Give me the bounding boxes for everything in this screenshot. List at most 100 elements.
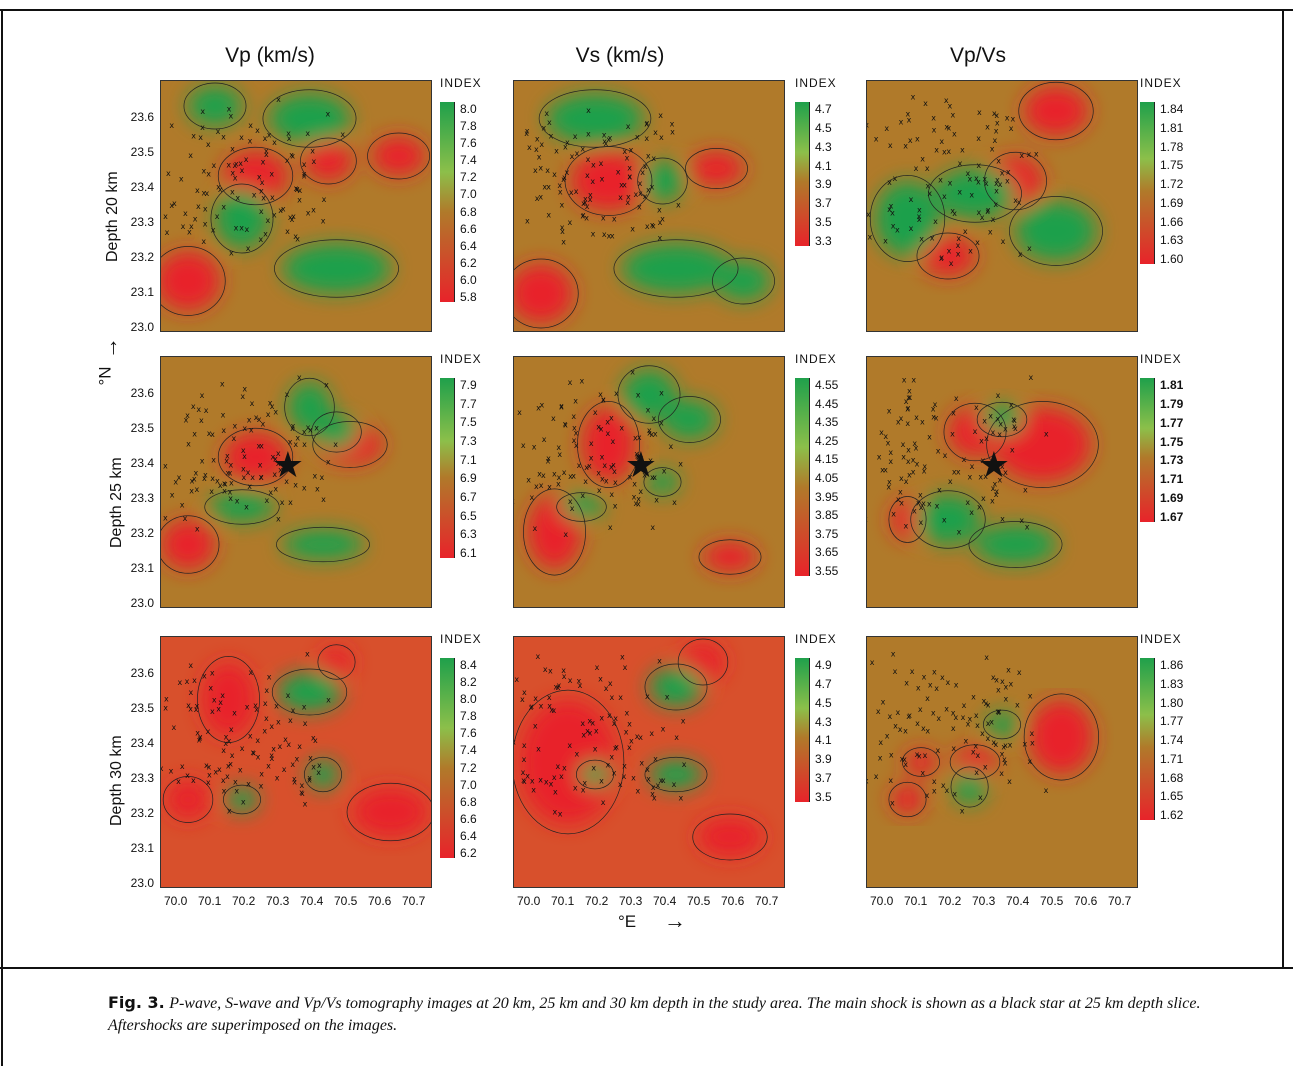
aftershock-marker: x	[901, 440, 906, 449]
colorbar-tick-label: 4.3	[815, 139, 832, 154]
aftershock-marker: x	[868, 233, 873, 242]
aftershock-marker: x	[994, 490, 999, 499]
aftershock-marker: x	[302, 427, 307, 436]
aftershock-marker: x	[918, 490, 923, 499]
colorbar-tick-label: 1.65	[1160, 789, 1184, 804]
aftershock-marker: x	[1000, 462, 1005, 471]
aftershock-marker: x	[626, 193, 631, 202]
aftershock-marker: x	[627, 163, 632, 172]
colorbar-tick-label: 7.7	[460, 396, 477, 411]
aftershock-marker: x	[983, 762, 988, 771]
aftershock-marker: x	[241, 446, 246, 455]
aftershock-marker: x	[658, 111, 663, 120]
aftershock-marker: x	[263, 229, 268, 238]
aftershock-marker: x	[659, 419, 664, 428]
aftershock-marker: x	[206, 727, 211, 736]
aftershock-marker: x	[172, 199, 177, 208]
aftershock-marker: x	[188, 704, 193, 713]
aftershock-marker: x	[925, 791, 930, 800]
latitude-tick-label: 23.3	[130, 771, 154, 785]
contour-line	[197, 656, 260, 743]
colorbar-title: INDEX	[1140, 76, 1182, 90]
aftershock-marker: x	[613, 502, 618, 511]
aftershock-marker: x	[888, 457, 893, 466]
aftershock-marker: x	[192, 676, 197, 685]
aftershock-marker: x	[303, 800, 308, 809]
aftershock-marker: x	[914, 413, 919, 422]
aftershock-marker: x	[333, 440, 338, 449]
main-shock-star-icon: ★	[625, 445, 657, 486]
aftershock-marker: x	[927, 189, 932, 198]
aftershock-marker: x	[633, 499, 638, 508]
aftershock-marker: x	[556, 479, 561, 488]
aftershock-marker: x	[883, 432, 888, 441]
aftershock-marker: x	[980, 213, 985, 222]
aftershock-marker: x	[177, 678, 182, 687]
contour-line	[910, 490, 986, 549]
aftershock-marker: x	[164, 694, 169, 703]
aftershock-marker: x	[203, 205, 208, 214]
contour-line	[1023, 693, 1100, 781]
aftershock-marker: x	[896, 708, 901, 717]
aftershock-marker: x	[991, 215, 996, 224]
aftershock-marker: x	[622, 772, 627, 781]
aftershock-marker: x	[542, 124, 547, 133]
aftershock-marker: x	[918, 705, 923, 714]
aftershock-marker: x	[649, 729, 654, 738]
aftershock-marker: x	[222, 786, 227, 795]
aftershock-marker: x	[678, 459, 683, 468]
colorbar-tick-label: 1.69	[1160, 491, 1184, 506]
aftershock-marker: x	[915, 750, 920, 759]
aftershock-marker: x	[1010, 114, 1015, 123]
latitude-tick-label: 23.6	[130, 666, 154, 680]
aftershock-marker: x	[645, 119, 650, 128]
aftershock-marker: x	[639, 759, 644, 768]
aftershock-marker: x	[951, 744, 956, 753]
colorbar-tick-label: 6.1	[460, 546, 477, 560]
aftershock-marker: x	[650, 790, 655, 799]
latitude-tick-label: 23.6	[130, 110, 154, 124]
aftershock-marker: x	[627, 172, 632, 181]
aftershock-marker: x	[276, 459, 281, 468]
aftershock-marker: x	[583, 198, 588, 207]
aftershock-marker: x	[974, 711, 979, 720]
aftershock-marker: x	[634, 449, 639, 458]
aftershock-marker: x	[547, 118, 552, 127]
aftershock-marker: x	[209, 487, 214, 496]
aftershock-marker: x	[273, 408, 278, 417]
aftershock-marker: x	[642, 471, 647, 480]
colorbar-tick-label: 4.7	[815, 676, 832, 691]
aftershock-marker: x	[888, 776, 893, 785]
contour-line	[162, 776, 214, 823]
aftershock-marker: x	[531, 785, 536, 794]
aftershock-marker: x	[1044, 430, 1049, 439]
aftershock-marker: x	[234, 223, 239, 232]
aftershock-marker: x	[588, 195, 593, 204]
aftershock-marker: x	[261, 157, 266, 166]
aftershock-marker: x	[270, 452, 275, 461]
aftershock-marker: x	[1018, 250, 1023, 259]
colorbar-tick-label: 1.78	[1160, 139, 1184, 154]
aftershock-marker: x	[536, 745, 541, 754]
aftershock-marker: x	[571, 471, 576, 480]
aftershock-marker: x	[956, 468, 961, 477]
aftershock-marker: x	[286, 129, 291, 138]
aftershock-marker: x	[618, 693, 623, 702]
aftershock-marker: x	[960, 145, 965, 154]
aftershock-marker: x	[198, 133, 203, 142]
aftershock-marker: x	[597, 486, 602, 495]
aftershock-marker: x	[551, 706, 556, 715]
aftershock-marker: x	[245, 225, 250, 234]
aftershock-marker: x	[653, 430, 658, 439]
latitude-tick-label: 23.2	[130, 250, 154, 264]
aftershock-marker: x	[599, 776, 604, 785]
aftershock-marker: x	[925, 164, 930, 173]
aftershock-marker: x	[961, 713, 966, 722]
aftershock-marker: x	[163, 514, 168, 523]
map-background	[867, 357, 1137, 607]
aftershock-marker: x	[196, 202, 201, 211]
aftershock-marker: x	[930, 233, 935, 242]
aftershock-marker: x	[240, 166, 245, 175]
longitude-tick-label: 70.2	[938, 894, 962, 908]
aftershock-marker: x	[552, 170, 557, 179]
